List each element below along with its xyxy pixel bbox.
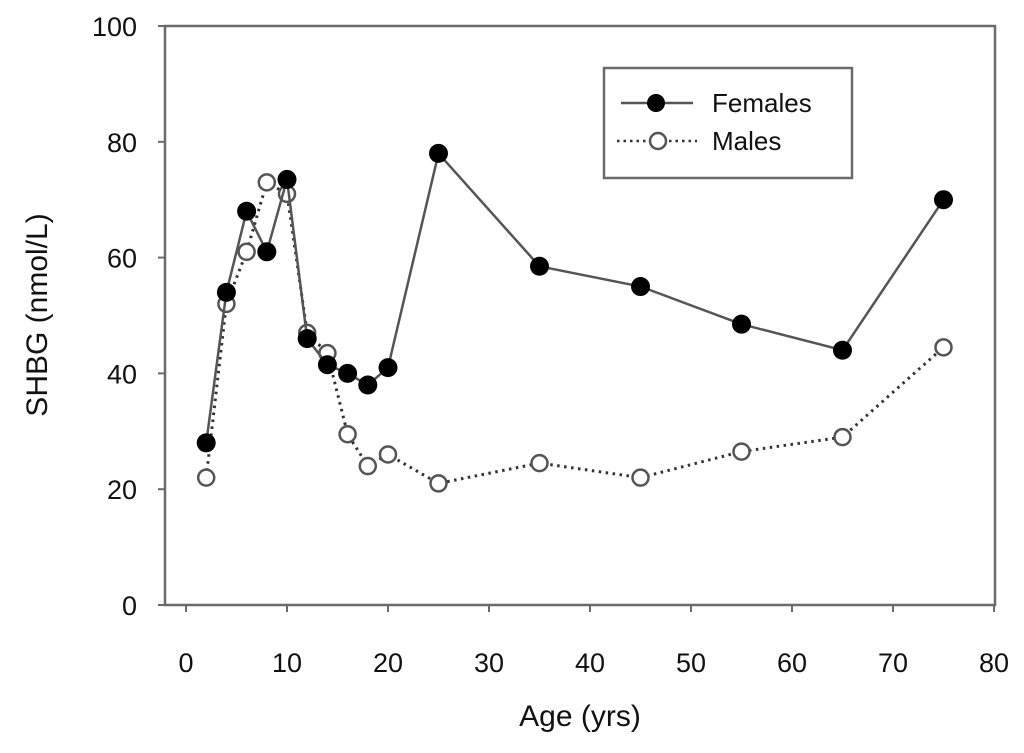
plot-frame [163, 24, 997, 607]
data-point-females [338, 363, 358, 383]
data-point-males [257, 173, 277, 192]
data-point-males [530, 453, 549, 473]
data-point-females [277, 169, 297, 189]
data-point-males [631, 468, 650, 487]
x-tick-label: 20 [373, 648, 403, 678]
legend-item-females: Females [621, 88, 812, 118]
y-tick-label: 20 [107, 475, 137, 505]
legend-females-label: Females [712, 88, 812, 118]
series-line-females [204, 152, 945, 444]
x-axis-title: Age (yrs) [519, 700, 641, 733]
y-tick-label: 0 [122, 591, 137, 621]
y-axis-ticks: 0 20 40 60 80 100 [92, 12, 165, 621]
data-point-females [358, 375, 378, 395]
legend-females-marker [647, 94, 665, 112]
data-point-females [833, 340, 852, 360]
x-tick-label: 0 [178, 648, 193, 678]
series-layer [196, 143, 953, 493]
x-tick-label: 60 [777, 648, 807, 678]
legend-item-males: Males [617, 126, 781, 156]
data-point-females [631, 277, 650, 297]
data-point-males [732, 442, 751, 461]
data-point-males [237, 242, 256, 262]
data-point-males [833, 427, 852, 447]
data-point-females [216, 282, 236, 302]
x-axis-ticks: 0 10 20 30 40 50 60 70 80 [178, 605, 1009, 678]
series-line-males [204, 180, 945, 485]
x-tick-label: 40 [575, 648, 605, 678]
data-point-females [732, 314, 751, 334]
legend-males-label: Males [712, 126, 781, 156]
data-point-females [237, 201, 257, 221]
data-point-females [934, 190, 953, 210]
data-point-males [378, 445, 398, 464]
data-point-males [934, 338, 953, 357]
legend-box [602, 66, 854, 180]
data-point-females [429, 143, 448, 163]
x-tick-label: 30 [474, 648, 504, 678]
legend-males-marker [648, 131, 668, 151]
legend: Females Males [602, 66, 854, 180]
y-axis-title: SHBG (nmol/L) [21, 213, 54, 416]
x-tick-label: 70 [878, 648, 908, 678]
series-females [196, 143, 953, 453]
data-point-females [317, 355, 337, 375]
y-tick-label: 40 [107, 359, 137, 389]
data-point-males [196, 468, 216, 487]
data-point-males [429, 474, 448, 493]
x-tick-label: 80 [979, 648, 1009, 678]
data-point-females [297, 329, 317, 349]
data-point-females [257, 242, 277, 262]
data-point-males [338, 424, 357, 444]
y-tick-label: 60 [107, 244, 137, 274]
data-point-females [378, 358, 398, 378]
data-point-males [358, 456, 378, 476]
y-tick-label: 100 [92, 12, 137, 42]
data-point-females [196, 433, 216, 453]
x-tick-label: 10 [272, 648, 302, 678]
y-tick-label: 80 [107, 128, 137, 158]
data-point-females [530, 256, 549, 276]
x-tick-label: 50 [676, 648, 706, 678]
